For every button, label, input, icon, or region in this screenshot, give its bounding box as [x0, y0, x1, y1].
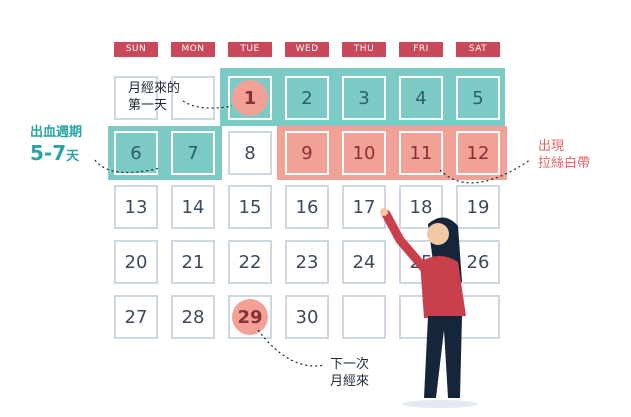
day-cell: 4	[399, 76, 443, 120]
weekday-fri: FRI	[399, 42, 443, 57]
day-cell: 11	[399, 131, 443, 175]
day-cell: 12	[456, 131, 500, 175]
day-cell: 14	[171, 185, 215, 229]
day-cell: 18	[399, 185, 443, 229]
day-cell: 21	[171, 240, 215, 284]
day-cell: 5	[456, 76, 500, 120]
weekday-thu: THU	[342, 42, 386, 57]
day-cell: 8	[228, 131, 272, 175]
day-cell: 23	[285, 240, 329, 284]
day-cell: 24	[342, 240, 386, 284]
day-cell: 22	[228, 240, 272, 284]
day-cell: 9	[285, 131, 329, 175]
weekday-sun: SUN	[114, 42, 158, 57]
day-cell: 30	[285, 295, 329, 339]
next-period-line2: 月經來	[330, 374, 370, 389]
next-period-label: 下一次 月經來	[330, 356, 369, 390]
first-day-line2: 第一天	[128, 98, 168, 113]
weekday-tue: TUE	[228, 42, 272, 57]
connector-discharge	[439, 159, 531, 184]
bleeding-cycle-label: 出血週期 5-7天	[30, 124, 82, 169]
day-cell: 15	[228, 185, 272, 229]
first-day-label: 月經來的 第一天	[128, 80, 180, 114]
day-cell: 27	[114, 295, 158, 339]
first-day-line1: 月經來的	[128, 81, 181, 96]
discharge-line2: 拉絲白帶	[538, 156, 591, 171]
weekday-sat: SAT	[456, 42, 500, 57]
figure-sweater	[420, 256, 466, 318]
discharge-label: 出現 拉絲白帶	[538, 138, 590, 172]
bleeding-line2-wrap: 5-7天	[30, 141, 82, 169]
bleeding-unit: 天	[66, 149, 80, 164]
connector-first-day	[182, 100, 233, 109]
bleeding-days: 5-7	[30, 141, 67, 165]
day-cell: 28	[171, 295, 215, 339]
day-cell: 29	[228, 295, 272, 339]
day-cell: 16	[285, 185, 329, 229]
weekday-mon: MON	[171, 42, 215, 57]
day-cell-mon-w1	[171, 76, 215, 120]
figure-head	[427, 223, 449, 245]
day-cell-sun-w1	[114, 76, 158, 120]
day-cell: 10	[342, 131, 386, 175]
connector-next-period	[257, 329, 326, 367]
figure-hand	[380, 208, 388, 216]
day-cell: 26	[456, 240, 500, 284]
weekday-wed: WED	[285, 42, 329, 57]
connector-bleeding	[94, 159, 161, 174]
day-cell: 2	[285, 76, 329, 120]
figure-arm	[381, 209, 429, 273]
day-cell: 1	[228, 76, 272, 120]
period-start-marker: 1	[232, 80, 268, 116]
day-cell: 6	[114, 131, 158, 175]
woman-pointing-illustration	[380, 208, 478, 408]
bleeding-line1: 出血週期	[30, 125, 83, 140]
day-cell: 17	[342, 185, 386, 229]
day-cell: 7	[171, 131, 215, 175]
next-period-marker: 29	[232, 299, 268, 335]
figure-shadow	[402, 400, 478, 408]
figure-legs	[424, 316, 462, 398]
day-cell: 20	[114, 240, 158, 284]
day-cell: 3	[342, 76, 386, 120]
next-period-line1: 下一次	[330, 357, 370, 372]
discharge-line1: 出現	[538, 139, 565, 154]
day-cell-empty	[342, 295, 386, 339]
day-cell: 13	[114, 185, 158, 229]
day-cell: 19	[456, 185, 500, 229]
